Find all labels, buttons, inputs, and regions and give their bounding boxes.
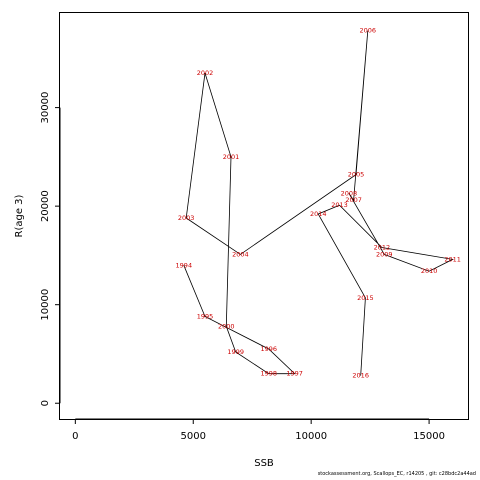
point-label-2011: 2011 xyxy=(444,255,461,263)
point-label-2003: 2003 xyxy=(178,214,195,222)
point-label-2006: 2006 xyxy=(359,27,376,35)
y-tick-label: 30000 xyxy=(40,92,51,124)
point-label-1998: 1998 xyxy=(260,370,277,378)
y-axis-title: R(age 3) xyxy=(14,194,25,237)
point-label-2005: 2005 xyxy=(348,171,365,179)
y-tick-label: 0 xyxy=(40,400,51,406)
point-label-1995: 1995 xyxy=(197,313,214,321)
point-label-1999: 1999 xyxy=(227,348,244,356)
point-label-2014: 2014 xyxy=(310,210,327,218)
plot-frame xyxy=(59,12,469,420)
point-label-1997: 1997 xyxy=(286,370,303,378)
x-tick-label: 10000 xyxy=(295,431,327,442)
point-label-2007: 2007 xyxy=(345,196,362,204)
point-label-2002: 2002 xyxy=(197,69,214,77)
axes: 0 5000 10000 15000 0 10000 20000 30000 xyxy=(40,92,445,442)
point-label-2013: 2013 xyxy=(331,201,348,209)
x-axis-title: SSB xyxy=(254,458,274,469)
point-label-1996: 1996 xyxy=(260,345,277,353)
series-path-group xyxy=(183,30,454,376)
y-tick-label: 20000 xyxy=(40,190,51,222)
point-label-2000: 2000 xyxy=(218,322,235,330)
point-label-2012: 2012 xyxy=(374,244,391,252)
y-tick-label: 10000 xyxy=(40,289,51,321)
point-label-2015: 2015 xyxy=(357,294,374,302)
point-label-2008: 2008 xyxy=(341,189,358,197)
point-label-2004: 2004 xyxy=(232,250,249,258)
point-label-2016: 2016 xyxy=(352,372,369,380)
footer-credit: stockassessment.org, Scallops_EC, r14205… xyxy=(317,471,476,477)
x-tick-label: 15000 xyxy=(413,431,445,442)
point-label-1994: 1994 xyxy=(176,261,193,269)
point-label-2001: 2001 xyxy=(223,153,240,161)
point-label-2009: 2009 xyxy=(376,250,393,258)
x-tick-label: 0 xyxy=(72,431,78,442)
point-label-2010: 2010 xyxy=(421,267,438,275)
x-tick-label: 5000 xyxy=(181,431,206,442)
stock-recruitment-line xyxy=(183,30,454,376)
point-labels: 1994 1995 1996 1997 1998 1999 2000 2001 2002 2003… xyxy=(176,27,461,380)
